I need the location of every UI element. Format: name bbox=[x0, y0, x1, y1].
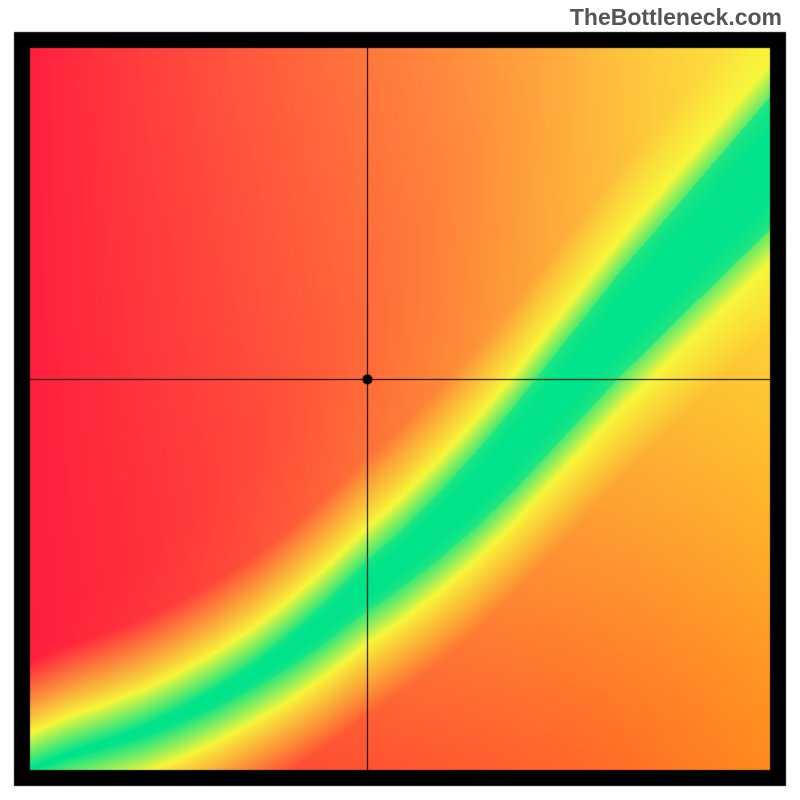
heatmap-canvas bbox=[0, 0, 800, 800]
chart-container: TheBottleneck.com bbox=[0, 0, 800, 800]
watermark-text: TheBottleneck.com bbox=[570, 4, 782, 31]
